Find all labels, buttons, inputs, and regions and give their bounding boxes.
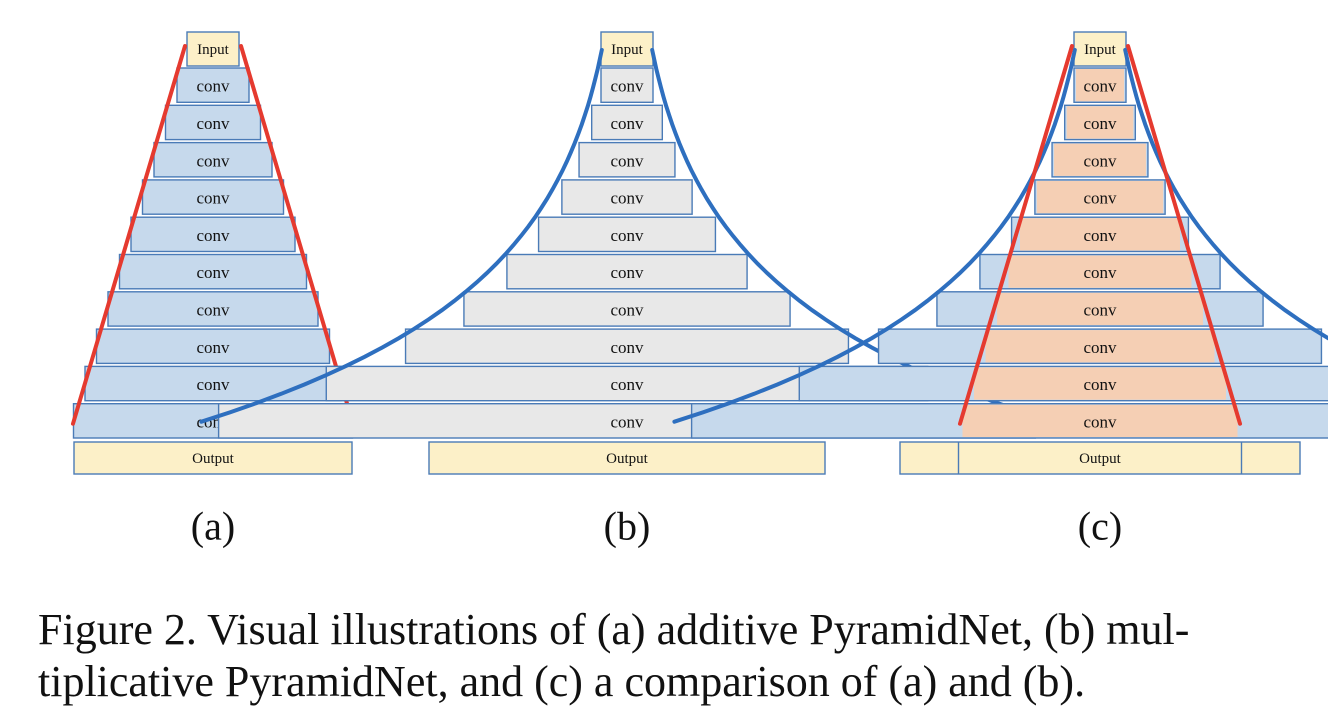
- conv-label: conv: [1083, 77, 1117, 96]
- multiplicative-curve-left: [672, 48, 1077, 424]
- panel-label-b: (b): [604, 504, 651, 549]
- input-label: Input: [197, 42, 229, 58]
- conv-label: conv: [610, 375, 644, 394]
- conv-label: conv: [610, 300, 644, 319]
- conv-block: [176, 67, 250, 103]
- conv-block: [463, 291, 791, 327]
- conv-label: conv: [196, 338, 230, 357]
- conv-inner-block: [1054, 143, 1146, 176]
- conv-label: conv: [1083, 189, 1117, 208]
- conv-label: conv: [196, 114, 230, 133]
- conv-block: [164, 104, 262, 141]
- conv-label: conv: [1083, 412, 1117, 431]
- input-block: [600, 31, 654, 67]
- conv-label: conv: [196, 77, 230, 96]
- input-block: [186, 31, 240, 67]
- conv-label: conv: [196, 300, 230, 319]
- conv-label: conv: [610, 151, 644, 170]
- panel-c: Input conv conv conv conv conv conv conv conv con…: [672, 31, 1328, 549]
- conv-block: [600, 67, 654, 103]
- output-label: Output: [192, 451, 235, 467]
- conv-inner-block: [1036, 180, 1164, 214]
- conv-label: conv: [196, 263, 230, 282]
- conv-block: [118, 253, 308, 290]
- conv-label: conv: [610, 338, 644, 357]
- conv-block: [141, 179, 285, 215]
- conv-block: [561, 179, 693, 215]
- conv-label: conv: [196, 189, 230, 208]
- multiplicative-curve-right: [1123, 48, 1328, 341]
- conv-block: [578, 141, 676, 178]
- conv-label: conv: [610, 226, 644, 245]
- conv-label: conv: [610, 77, 644, 96]
- conv-label: conv: [196, 151, 230, 170]
- input-block: [1073, 31, 1127, 67]
- additive-line-right: [1126, 44, 1242, 426]
- caption-line-2: tiplicative PyramidNet, and (c) a compar…: [38, 657, 1086, 706]
- additive-line-right: [239, 44, 355, 426]
- conv-label: conv: [1083, 375, 1117, 394]
- pyramidnet-figure: Input conv conv conv conv conv conv conv conv con…: [71, 31, 1328, 549]
- conv-label: conv: [196, 226, 230, 245]
- conv-inner-block: [1008, 255, 1192, 288]
- panel-a: Input conv conv conv conv conv conv conv conv con…: [71, 31, 355, 549]
- conv-label: conv: [1083, 338, 1117, 357]
- output-label: Output: [1079, 451, 1122, 467]
- conv-label: conv: [610, 114, 644, 133]
- conv-label: conv: [610, 412, 644, 431]
- multiplicative-curve-left: [199, 48, 604, 424]
- output-block: [899, 441, 1301, 475]
- additive-line-left: [958, 44, 1074, 426]
- conv-label: conv: [610, 263, 644, 282]
- input-label: Input: [1084, 42, 1116, 58]
- conv-label: conv: [1083, 263, 1117, 282]
- conv-label: conv: [1083, 300, 1117, 319]
- caption-line-1: Figure 2. Visual illustrations of (a) ad…: [38, 605, 1190, 654]
- panel-label-c: (c): [1078, 504, 1122, 549]
- conv-inner-block: [962, 404, 1238, 437]
- conv-block: [153, 141, 273, 178]
- conv-label: conv: [196, 375, 230, 394]
- conv-block: [537, 216, 717, 253]
- conv-inner-block: [985, 330, 1215, 363]
- conv-inner-block: [997, 292, 1203, 326]
- conv-block: [506, 253, 748, 290]
- conv-inner-block: [1020, 218, 1180, 251]
- output-block: [428, 441, 826, 475]
- conv-label: conv: [610, 189, 644, 208]
- conv-block: [590, 104, 664, 141]
- conv-block: [84, 365, 342, 402]
- conv-inner-block: [1066, 106, 1134, 139]
- conv-label: conv: [1083, 226, 1117, 245]
- conv-label: conv: [1083, 151, 1117, 170]
- input-label: Input: [611, 42, 643, 58]
- conv-label: conv: [1083, 114, 1117, 133]
- conv-block: [404, 328, 850, 365]
- output-label: Output: [606, 451, 649, 467]
- panel-label-a: (a): [191, 504, 235, 549]
- conv-inner-block: [974, 367, 1226, 400]
- conv-inner-block: [1076, 69, 1124, 102]
- additive-line-left: [71, 44, 187, 426]
- output-block: [73, 441, 353, 475]
- figure-caption: Figure 2. Visual illustrations of (a) ad…: [38, 604, 1298, 708]
